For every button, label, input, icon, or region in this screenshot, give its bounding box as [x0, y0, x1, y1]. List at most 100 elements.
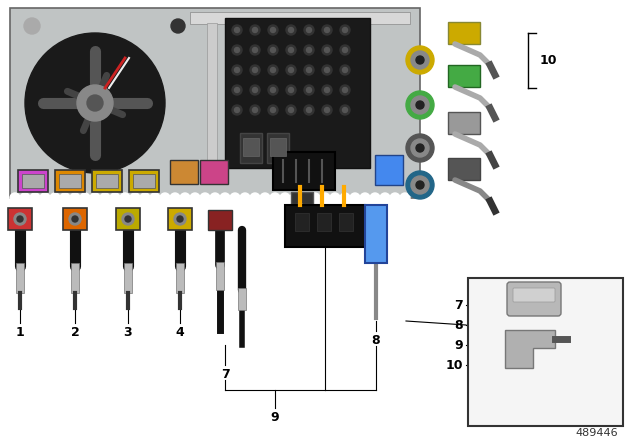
Bar — [207, 23, 217, 163]
Circle shape — [171, 19, 185, 33]
Circle shape — [232, 105, 242, 115]
Circle shape — [340, 45, 350, 55]
Circle shape — [406, 91, 434, 119]
Circle shape — [253, 87, 257, 92]
Circle shape — [268, 65, 278, 75]
Circle shape — [286, 105, 296, 115]
Circle shape — [380, 193, 390, 203]
Circle shape — [232, 85, 242, 95]
Circle shape — [250, 65, 260, 75]
Bar — [129, 170, 159, 192]
Circle shape — [177, 216, 183, 222]
Bar — [71, 263, 79, 293]
Circle shape — [304, 45, 314, 55]
Circle shape — [200, 193, 210, 203]
Circle shape — [324, 27, 330, 33]
Bar — [208, 210, 232, 230]
Circle shape — [25, 33, 165, 173]
Circle shape — [300, 193, 310, 203]
Circle shape — [250, 25, 260, 35]
Bar — [133, 174, 155, 188]
Circle shape — [324, 68, 330, 73]
Bar — [16, 263, 24, 293]
Circle shape — [286, 25, 296, 35]
Circle shape — [72, 216, 78, 222]
Circle shape — [307, 68, 312, 73]
Bar — [448, 65, 480, 87]
Circle shape — [322, 85, 332, 95]
Circle shape — [416, 144, 424, 152]
Circle shape — [322, 65, 332, 75]
Circle shape — [400, 193, 410, 203]
Circle shape — [406, 134, 434, 162]
Circle shape — [411, 51, 429, 69]
Circle shape — [406, 171, 434, 199]
Circle shape — [10, 193, 20, 203]
Bar — [59, 174, 81, 188]
Circle shape — [416, 181, 424, 189]
Circle shape — [304, 65, 314, 75]
Circle shape — [310, 193, 320, 203]
Circle shape — [289, 47, 294, 52]
Circle shape — [234, 27, 239, 33]
Circle shape — [416, 101, 424, 109]
Bar — [63, 208, 87, 230]
Circle shape — [340, 105, 350, 115]
Circle shape — [122, 213, 134, 225]
Bar — [216, 262, 224, 290]
Circle shape — [268, 105, 278, 115]
Circle shape — [342, 87, 348, 92]
Circle shape — [232, 25, 242, 35]
Bar — [238, 288, 246, 310]
Circle shape — [160, 193, 170, 203]
Circle shape — [77, 85, 113, 121]
Circle shape — [232, 45, 242, 55]
Circle shape — [289, 68, 294, 73]
Circle shape — [80, 193, 90, 203]
Circle shape — [120, 193, 130, 203]
Circle shape — [253, 27, 257, 33]
Text: 6: 6 — [571, 337, 580, 350]
Circle shape — [170, 193, 180, 203]
Bar — [96, 174, 118, 188]
Bar — [339, 213, 353, 231]
Circle shape — [411, 176, 429, 194]
Bar — [10, 8, 420, 198]
Circle shape — [70, 193, 80, 203]
Circle shape — [342, 27, 348, 33]
Text: 9: 9 — [271, 411, 279, 424]
Bar — [22, 174, 44, 188]
Circle shape — [289, 87, 294, 92]
Circle shape — [234, 47, 239, 52]
Circle shape — [253, 47, 257, 52]
Bar — [295, 213, 309, 231]
Circle shape — [232, 65, 242, 75]
Circle shape — [250, 105, 260, 115]
Circle shape — [130, 193, 140, 203]
Bar — [176, 263, 184, 293]
Bar — [317, 213, 331, 231]
Circle shape — [24, 18, 40, 34]
Circle shape — [324, 108, 330, 112]
Circle shape — [271, 108, 275, 112]
Circle shape — [30, 193, 40, 203]
Circle shape — [268, 45, 278, 55]
Circle shape — [342, 68, 348, 73]
Circle shape — [304, 105, 314, 115]
Circle shape — [69, 213, 81, 225]
Bar — [448, 22, 480, 44]
Circle shape — [20, 193, 30, 203]
Bar — [18, 170, 48, 192]
Circle shape — [125, 216, 131, 222]
Circle shape — [90, 193, 100, 203]
Circle shape — [253, 68, 257, 73]
Circle shape — [370, 193, 380, 203]
Circle shape — [304, 85, 314, 95]
Circle shape — [340, 25, 350, 35]
Circle shape — [340, 65, 350, 75]
Bar — [168, 208, 192, 230]
Circle shape — [320, 193, 330, 203]
Circle shape — [307, 27, 312, 33]
Circle shape — [14, 213, 26, 225]
Bar — [270, 138, 286, 156]
